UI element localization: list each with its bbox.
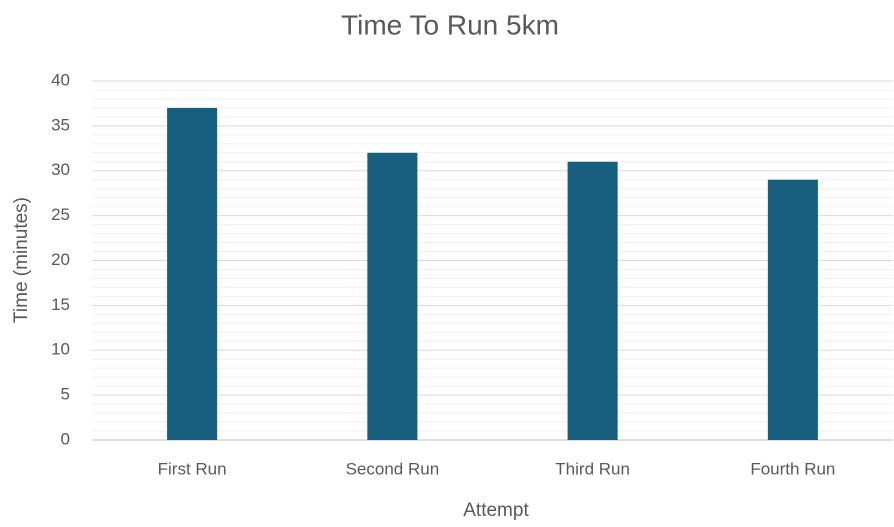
bar	[767, 179, 818, 440]
y-tick-label: 15	[51, 295, 70, 314]
bar	[367, 152, 418, 441]
y-tick-label: 5	[61, 385, 70, 404]
bar	[567, 161, 618, 440]
bar	[167, 107, 218, 441]
y-tick-label: 20	[51, 250, 70, 269]
chart-title: Time To Run 5km	[341, 9, 559, 40]
x-tick-label: Second Run	[346, 459, 440, 478]
y-axis-label: Time (minutes)	[11, 197, 32, 323]
y-tick-label: 0	[61, 429, 70, 448]
y-tick-label: 10	[51, 340, 70, 359]
y-tick-label: 35	[51, 115, 70, 134]
y-tick-label: 25	[51, 205, 70, 224]
y-tick-label: 40	[51, 70, 70, 89]
x-tick-label: Fourth Run	[750, 459, 835, 478]
x-tick-label: First Run	[158, 459, 227, 478]
x-axis-label: Attempt	[463, 500, 529, 521]
y-tick-label: 30	[51, 160, 70, 179]
x-tick-label: Third Run	[555, 459, 630, 478]
